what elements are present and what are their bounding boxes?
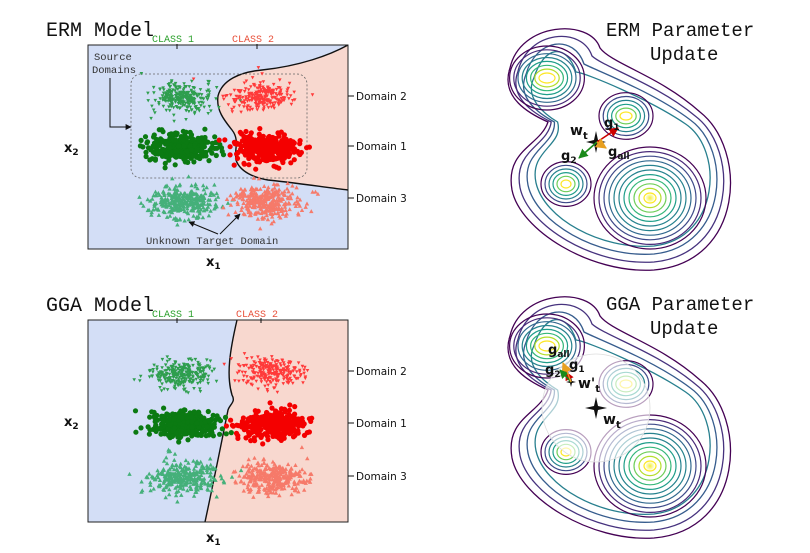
erm-wt-label: wt: [570, 123, 588, 142]
gga-gall-label: gall: [548, 343, 570, 360]
erm-g2-label: g2: [561, 149, 577, 166]
gga-model-title: GGA Model: [46, 295, 154, 318]
gga-domain-3-label: Domain 3: [356, 471, 407, 483]
erm-class1-domain1-points: [137, 126, 227, 171]
erm-minimum-glow: [645, 193, 655, 203]
gga-g2-label: g2: [545, 363, 561, 380]
gga-update-panel: GGA Parameter Update gall g2 g1 w't wt: [507, 294, 754, 539]
erm-y-axis-label: x2: [64, 141, 79, 158]
erm-g2-arrow: [578, 141, 598, 159]
erm-source-label-line2: Domains: [92, 65, 136, 77]
gga-g2-arrow: [559, 369, 572, 383]
erm-x-axis-label: x1: [206, 255, 221, 272]
erm-class1-domain2-points: [139, 72, 243, 123]
erm-target-arrow-right: [219, 213, 241, 235]
erm-basin-main: [593, 146, 707, 250]
gga-class1-domain2-points: [132, 355, 219, 395]
gga-update-title-line2: Update: [650, 318, 718, 340]
erm-source-arrow: [109, 78, 132, 130]
erm-update-title-line1: ERM Parameter: [606, 20, 754, 42]
erm-basin-upper-right: [598, 92, 654, 140]
erm-update-title-line2: Update: [650, 44, 718, 66]
erm-basin-top-left: [509, 45, 586, 111]
gga-class2-domain1-points: [223, 400, 315, 447]
gga-plot-area: [87, 319, 349, 523]
erm-class2-domain3-points: [221, 175, 321, 231]
erm-contour-map: [507, 28, 732, 271]
erm-update-panel: ERM Parameter Update wt g1 g2 gall: [507, 20, 754, 271]
gga-y-axis-label: x2: [64, 415, 79, 432]
gga-contour-map: [507, 296, 732, 539]
gga-plot-frame: [87, 319, 349, 523]
erm-gall-arrow: [594, 138, 607, 149]
erm-class2-label: CLASS 2: [232, 35, 274, 46]
gga-x-axis-label: x1: [206, 531, 221, 548]
erm-target-label: Unknown Target Domain: [146, 236, 278, 248]
gga-model-panel: GGA Model CLASS 1 CLASS 2 Domain 2 Domai…: [46, 295, 407, 548]
gga-star-wt: [585, 397, 607, 419]
gga-clusters: [127, 352, 315, 504]
erm-domain-3-label: Domain 3: [356, 193, 407, 205]
gga-decision-boundary: [204, 319, 238, 523]
gga-gall-arrow-shadow: [564, 365, 572, 383]
gga-class1-label: CLASS 1: [152, 310, 194, 321]
erm-class2-domain2-points: [191, 66, 315, 114]
erm-class2-domain1-points: [216, 126, 312, 172]
gga-domain-2-label: Domain 2: [356, 366, 407, 378]
erm-target-arrow-left: [188, 221, 219, 235]
gga-minimum-glow: [645, 461, 655, 471]
gga-wt-label: wt: [603, 412, 621, 431]
gga-g1-label: g1: [569, 358, 585, 375]
gga-domain-1-label: Domain 1: [356, 418, 407, 430]
erm-domain-ticks: [348, 95, 354, 199]
gga-class1-domain3-points: [127, 447, 244, 504]
erm-basin-left: [540, 161, 592, 208]
erm-model-title: ERM Model: [46, 20, 154, 43]
gga-class1-domain1-points: [132, 405, 234, 445]
erm-domain-1-label: Domain 1: [356, 141, 407, 153]
gga-basin-top-left: [509, 313, 586, 379]
gga-basin-main: [593, 414, 707, 518]
gga-update-title-line1: GGA Parameter: [606, 294, 754, 316]
erm-source-label-line1: Source: [94, 52, 132, 64]
erm-gall-label: gall: [608, 145, 630, 162]
erm-g1-label: g1: [604, 116, 620, 133]
erm-class1-label: CLASS 1: [152, 35, 194, 46]
erm-domain-2-label: Domain 2: [356, 91, 407, 103]
erm-model-panel: ERM Model Source Domains Unknown Target …: [46, 20, 407, 272]
gga-class2-domain3-points: [231, 445, 314, 499]
erm-decision-boundary: [217, 44, 349, 191]
erm-outer-contours: [507, 28, 732, 271]
erm-plot-area: Source Domains Unknown Target Domain: [87, 44, 349, 250]
erm-clusters: [137, 66, 321, 231]
gga-class2-label: CLASS 2: [236, 310, 278, 321]
gga-domain-ticks: [348, 370, 354, 477]
erm-plot-frame: [87, 44, 349, 250]
gga-class2-domain2-points: [222, 352, 310, 394]
gga-wprime-label: w't: [578, 376, 600, 395]
